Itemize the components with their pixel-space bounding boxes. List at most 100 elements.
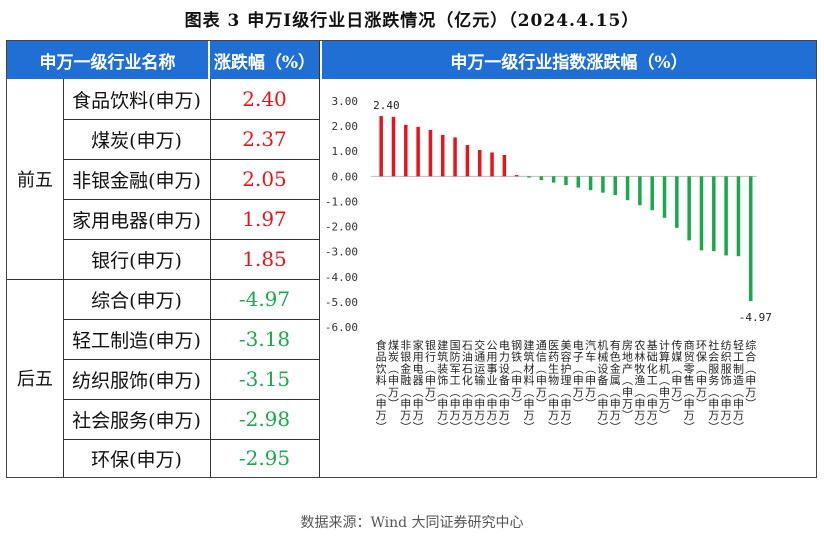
y-tick-label: -6.00 xyxy=(325,321,358,334)
bar xyxy=(441,134,445,177)
bar xyxy=(712,176,716,252)
bar xyxy=(613,176,617,196)
bar xyxy=(675,176,679,228)
bar xyxy=(502,154,507,177)
bar xyxy=(650,176,654,211)
bar xyxy=(749,176,753,302)
table-row-value: -2.98 xyxy=(238,407,291,431)
table-row-value: -3.15 xyxy=(238,367,291,391)
table-row-name: 环保(申万) xyxy=(91,448,182,471)
table-row-name: 家用电器(申万) xyxy=(72,209,201,232)
table-row-value: -4.97 xyxy=(238,287,291,311)
table-row-name: 轻工制造(申万) xyxy=(72,329,201,352)
row-divider xyxy=(63,199,319,200)
category-label: 房地产︵申万︶ xyxy=(622,339,633,422)
y-tick-label: 3.00 xyxy=(332,95,359,108)
category-label: 电力设备︵申万︶ xyxy=(499,339,510,434)
table-row-name: 煤炭(申万) xyxy=(91,129,182,152)
group-label-bottom5: 后五 xyxy=(17,369,53,390)
chart-title: 申万一级行业指数涨跌幅（%） xyxy=(322,41,816,79)
group-divider xyxy=(7,279,319,280)
category-label: 国防军工︵申万︶ xyxy=(450,339,461,434)
category-label: 钢铁︵申万︶ xyxy=(511,339,522,411)
category-label: 社会服务︵申万︶ xyxy=(708,338,719,434)
category-label: 美容护理︵申万︶ xyxy=(560,339,571,434)
category-label: 建筑装饰︵申万︶ xyxy=(437,338,448,434)
y-tick-label: -2.00 xyxy=(325,221,358,234)
bar xyxy=(625,176,630,201)
y-tick-label: -1.00 xyxy=(325,195,358,208)
category-label: 汽车︵申万︶ xyxy=(585,338,596,411)
category-label: 交通运输︵申万︶ xyxy=(474,338,485,434)
bar xyxy=(453,137,457,177)
bar xyxy=(465,144,470,177)
y-tick-label: -5.00 xyxy=(325,296,358,309)
category-label: 轻工制造︵申万︶ xyxy=(733,338,744,434)
bar xyxy=(736,176,741,257)
industry-change-bar-chart: 3.00 2.00 1.00 0.00 -1.00 -2.00 -3.00 -4.00 -5.0… xyxy=(325,95,772,434)
table-row-value: 2.37 xyxy=(242,127,287,151)
category-label: 基础化工︵申万︶ xyxy=(647,339,658,434)
category-label: 机械设备︵申万︶ xyxy=(597,338,608,434)
table-row-name: 银行(申万) xyxy=(91,249,182,272)
row-divider xyxy=(63,239,319,240)
table-divider xyxy=(319,41,320,477)
table-row-name: 非银金融(申万) xyxy=(72,169,201,192)
category-label: 公用事业︵申万︶ xyxy=(487,339,498,434)
table-divider xyxy=(210,79,211,477)
bar xyxy=(391,116,396,177)
table-row-value: 1.97 xyxy=(242,207,287,231)
y-tick-label: -3.00 xyxy=(325,246,358,259)
figure-frame xyxy=(6,40,817,478)
category-label: 家用电器︵申万︶ xyxy=(413,338,424,434)
change-pct-header: 涨跌幅（%） xyxy=(210,41,319,79)
bar xyxy=(687,176,691,241)
category-label: 计算机︵申万︶ xyxy=(659,339,670,422)
table-row-name: 食品饮料(申万) xyxy=(72,89,201,112)
data-label: 2.40 xyxy=(373,99,400,112)
row-divider xyxy=(63,159,319,160)
category-label: 农林牧渔︵申万︶ xyxy=(634,338,645,434)
bar xyxy=(477,149,482,177)
bar xyxy=(539,176,544,181)
category-label: 商贸零售︵申万︶ xyxy=(684,338,695,434)
category-label: 电子︵申万︶ xyxy=(573,339,584,411)
table-row-value: 2.05 xyxy=(242,167,287,191)
bar xyxy=(576,176,581,188)
y-tick-label: -4.00 xyxy=(325,271,358,284)
category-label: 通信︵申万︶ xyxy=(536,339,547,411)
table-row-name: 综合(申万) xyxy=(91,289,182,312)
bar xyxy=(601,176,605,193)
bar xyxy=(564,176,568,186)
industry-name-header: 申万一级行业名称 xyxy=(7,41,210,79)
table-divider xyxy=(63,79,64,477)
category-label: 有色金属︵申万︶ xyxy=(610,338,621,434)
category-label: 食品饮料︵申万︶ xyxy=(376,338,387,434)
category-label: 煤炭︵申万︶ xyxy=(388,339,399,411)
bar xyxy=(551,176,556,183)
bar xyxy=(699,176,704,251)
bar xyxy=(428,129,433,177)
table-row-name: 纺织服饰(申万) xyxy=(72,369,201,392)
bar xyxy=(404,124,408,177)
category-label: 纺织服饰︵申万︶ xyxy=(721,338,732,434)
row-divider xyxy=(63,439,319,440)
category-label: 非银金融︵申万︶ xyxy=(400,339,411,434)
table-row-value: -3.18 xyxy=(238,327,291,351)
category-label: 建筑材料︵申万︶ xyxy=(524,338,535,434)
figure-title: 图表 3 申万Ⅰ级行业日涨跌情况（亿元）（2024.4.15） xyxy=(184,11,640,31)
table-row-value: 2.40 xyxy=(242,87,287,111)
bar xyxy=(490,152,494,177)
bar xyxy=(416,126,420,177)
bar xyxy=(527,176,531,178)
category-label: 综合︵申万︶ xyxy=(745,338,756,411)
row-divider xyxy=(63,119,319,120)
data-label: -4.97 xyxy=(739,311,772,324)
bar xyxy=(588,176,593,191)
category-label: 环保︵申万︶ xyxy=(696,339,707,411)
table-row-name: 社会服务(申万) xyxy=(72,409,201,432)
bar xyxy=(638,176,642,206)
row-divider xyxy=(63,399,319,400)
row-divider xyxy=(63,359,319,360)
category-label: 医药生物︵申万︶ xyxy=(548,339,559,434)
